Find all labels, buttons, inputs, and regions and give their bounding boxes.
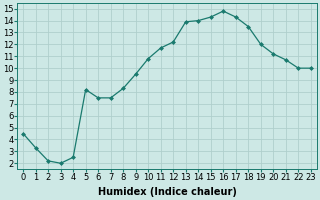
- X-axis label: Humidex (Indice chaleur): Humidex (Indice chaleur): [98, 187, 236, 197]
